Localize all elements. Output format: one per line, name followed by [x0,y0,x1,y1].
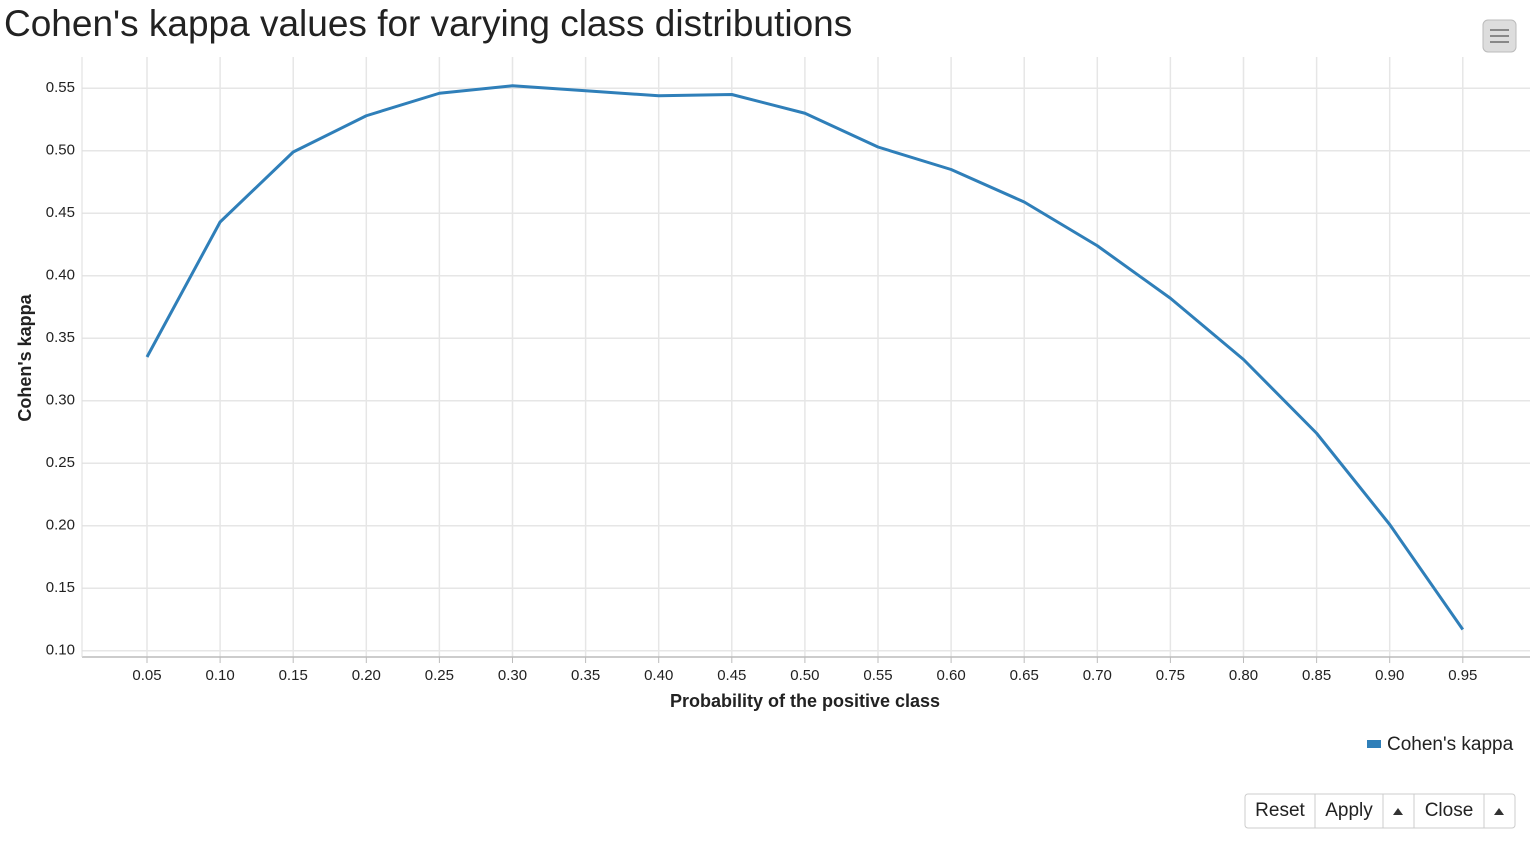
x-tick-label: 0.20 [352,667,381,684]
apply-button[interactable]: Apply [1325,800,1373,821]
close-dropdown[interactable] [1494,808,1504,815]
x-tick-label: 0.45 [717,667,746,684]
y-tick-label: 0.20 [46,517,75,534]
x-tick-label: 0.05 [132,667,161,684]
x-tick-label: 0.95 [1448,667,1477,684]
x-tick-label: 0.35 [571,667,600,684]
controls: Reset Apply Close [1244,793,1516,829]
x-tick-label: 0.25 [425,667,454,684]
x-tick-label: 0.55 [863,667,892,684]
x-tick-label: 0.80 [1229,667,1258,684]
y-axis-label: Cohen's kappa [15,293,35,421]
menu-button[interactable] [1482,19,1517,53]
y-tick-label: 0.30 [46,392,75,409]
line [145,84,1465,631]
y-tick-label: 0.35 [46,329,75,346]
apply-dropdown[interactable] [1393,808,1403,815]
y-tick-label: 0.10 [46,642,75,659]
legend-label: Cohen's kappa [1387,734,1514,755]
x-tick-label: 0.85 [1302,667,1331,684]
y-tick-label: 0.40 [46,267,75,284]
x-axis-label: Probability of the positive class [670,691,940,711]
x-tick-label: 0.40 [644,667,673,684]
x-tick-label: 0.30 [498,667,527,684]
legend-swatch [1367,740,1381,748]
x-tick-label: 0.70 [1083,667,1112,684]
x-tick-label: 0.50 [790,667,819,684]
y-tick-label: 0.25 [46,454,75,471]
chart-title: Cohen's kappa values for varying class d… [4,3,852,44]
x-tick-label: 0.75 [1156,667,1185,684]
x-tick-label: 0.65 [1010,667,1039,684]
y-tick-label: 0.45 [46,204,75,221]
x-tick-label: 0.15 [279,667,308,684]
x-tick-label: 0.60 [936,667,965,684]
x-tick-label: 0.90 [1375,667,1404,684]
y-tick-label: 0.50 [46,142,75,159]
y-tick-label: 0.15 [46,579,75,596]
close-button[interactable]: Close [1425,800,1474,821]
y-tick-label: 0.55 [46,79,75,96]
x-tick-label: 0.10 [205,667,234,684]
reset-button[interactable]: Reset [1255,800,1305,821]
